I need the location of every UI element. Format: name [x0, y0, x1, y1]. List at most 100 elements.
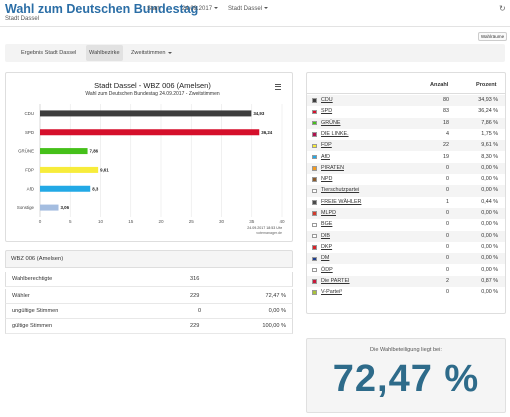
wahlraeume-button[interactable]: Wahlräume: [478, 32, 507, 41]
chevron-down-icon: [214, 7, 219, 10]
wbz-count: 316: [190, 276, 200, 282]
chart-value-label: 9,61: [100, 168, 109, 173]
chart-tick-label: 20: [158, 219, 164, 224]
party-name-link[interactable]: Tierschutzpartei: [321, 187, 360, 194]
turnout-value: 72,47 %: [332, 358, 480, 400]
nav-place-label: Stadt Dassel: [228, 6, 263, 12]
party-percent: 0,44 %: [481, 198, 498, 205]
party-count: 83: [443, 108, 449, 115]
nav-start-link[interactable]: Start: [147, 6, 160, 12]
chart-category-label: CDU: [24, 111, 34, 116]
party-name-link[interactable]: BGE: [321, 221, 333, 228]
party-count: 2: [446, 277, 449, 284]
page-subtitle: Stadt Dassel: [5, 16, 40, 22]
party-percent: 0,00 %: [481, 164, 498, 171]
nav-date-dropdown[interactable]: 24.09.2017: [182, 6, 219, 12]
party-count: 19: [443, 153, 449, 160]
chart-tick-label: 15: [128, 219, 134, 224]
party-count: 0: [446, 176, 449, 183]
party-count: 4: [446, 130, 449, 137]
chart-category-label: Sonstige: [17, 205, 35, 210]
party-color-swatch: [312, 267, 317, 273]
chart-value-label: 3,06: [61, 205, 70, 210]
party-percent: 0,00 %: [481, 176, 498, 183]
chart-title: Stadt Dassel - WBZ 006 (Amelsen): [94, 81, 211, 90]
party-color-swatch: [312, 132, 317, 137]
party-name-link[interactable]: DIE LINKE.: [321, 130, 349, 137]
chart-bar: [40, 110, 252, 117]
tab-zweitstimmen-dropdown[interactable]: Zweitstimmen: [128, 45, 175, 61]
wbz-count: 0: [198, 308, 202, 314]
refresh-icon[interactable]: ↻: [499, 4, 506, 13]
party-name-link[interactable]: PIRATEN: [321, 164, 344, 171]
page-title: Wahl zum Deutschen Bundestag: [5, 2, 199, 16]
chart-credit-source: votemanager.de: [256, 231, 282, 235]
chart-value-label: 7,86: [90, 149, 99, 154]
result-row: AfD 19 8,30 %: [307, 152, 505, 163]
party-count: 0: [446, 289, 449, 296]
chart-tick-label: 5: [69, 219, 72, 224]
chart-category-label: SPD: [25, 130, 34, 135]
party-count: 0: [446, 232, 449, 239]
party-name-link[interactable]: GRÜNE: [321, 119, 341, 126]
party-count: 18: [443, 119, 449, 126]
party-color-swatch: [312, 188, 317, 194]
result-row: FREIE WÄHLER 1 0,44 %: [307, 197, 505, 208]
wbz-row-waehler: Wähler 229 72,47 %: [5, 289, 293, 304]
chart-tick-label: 10: [98, 219, 104, 224]
party-color-swatch: [312, 233, 317, 239]
party-name-link[interactable]: ÖDP: [321, 266, 333, 273]
party-name-link[interactable]: SPD: [321, 108, 333, 115]
party-name-link[interactable]: MLPD: [321, 210, 336, 216]
party-color-swatch: [312, 166, 317, 171]
party-percent: 0,00 %: [481, 266, 498, 273]
party-name-link[interactable]: NPD: [321, 176, 333, 183]
party-percent: 0,00 %: [481, 232, 498, 239]
party-name-link[interactable]: AfD: [321, 153, 330, 160]
chart-panel: [5, 72, 293, 242]
tab-wahlbezirke[interactable]: Wahlbezirke: [86, 45, 123, 61]
header-divider: [0, 26, 510, 27]
menu-icon[interactable]: [275, 84, 281, 91]
party-percent: 0,00 %: [481, 221, 498, 228]
chart-bar: [40, 148, 88, 155]
tab-bar: [5, 44, 505, 62]
party-count: 0: [446, 221, 449, 228]
result-row: CDU 80 34,93 %: [307, 95, 505, 107]
party-color-swatch: [312, 200, 317, 205]
wbz-percent: 100,00 %: [262, 323, 286, 329]
party-percent: 0,00 %: [481, 289, 498, 296]
result-row: DIE LINKE. 4 1,75 %: [307, 129, 505, 140]
party-percent: 1,75 %: [481, 130, 498, 137]
chevron-down-icon: [264, 7, 269, 10]
party-name-link[interactable]: DM: [321, 255, 330, 262]
party-name-link[interactable]: FDP: [321, 142, 332, 149]
party-count: 80: [443, 97, 449, 103]
nav-place-dropdown[interactable]: Stadt Dassel: [228, 6, 269, 12]
result-row: Tierschutzpartei 0 0,00 %: [307, 185, 505, 197]
results-col-prozent: Prozent: [476, 82, 497, 88]
party-name-link[interactable]: CDU: [321, 97, 333, 103]
party-name-link[interactable]: FREIE WÄHLER: [321, 198, 362, 205]
party-name-link[interactable]: Die PARTEI: [321, 277, 350, 284]
wbz-row-gueltige: gültige Stimmen 229 100,00 %: [5, 319, 293, 334]
party-color-swatch: [312, 222, 317, 228]
wbz-label: gültige Stimmen: [12, 323, 53, 329]
party-name-link[interactable]: DKP: [321, 243, 333, 250]
wbz-row-ungueltige: ungültige Stimmen 0 0,00 %: [5, 304, 293, 319]
chart-category-label: FDP: [25, 168, 34, 173]
party-name-link[interactable]: V-Partei³: [321, 289, 342, 296]
results-col-anzahl: Anzahl: [430, 82, 449, 88]
result-row: SPD 83 36,24 %: [307, 106, 505, 117]
tab-ergebnis-stadt[interactable]: Ergebnis Stadt Dassel: [21, 50, 77, 56]
chart-value-label: 8,3: [92, 186, 99, 191]
results-header-divider: [307, 93, 505, 94]
tab-zweitstimmen-label: Zweitstimmen: [131, 50, 166, 56]
turnout-panel: [306, 338, 506, 413]
party-name-link[interactable]: DIB: [321, 232, 330, 239]
chart-tick-label: 30: [219, 219, 225, 224]
party-count: 1: [446, 198, 449, 205]
result-row: GRÜNE 18 7,86 %: [307, 117, 505, 129]
wbz-header: WBZ 006 (Amelsen): [5, 250, 293, 268]
chart-tick-label: 40: [279, 219, 285, 224]
